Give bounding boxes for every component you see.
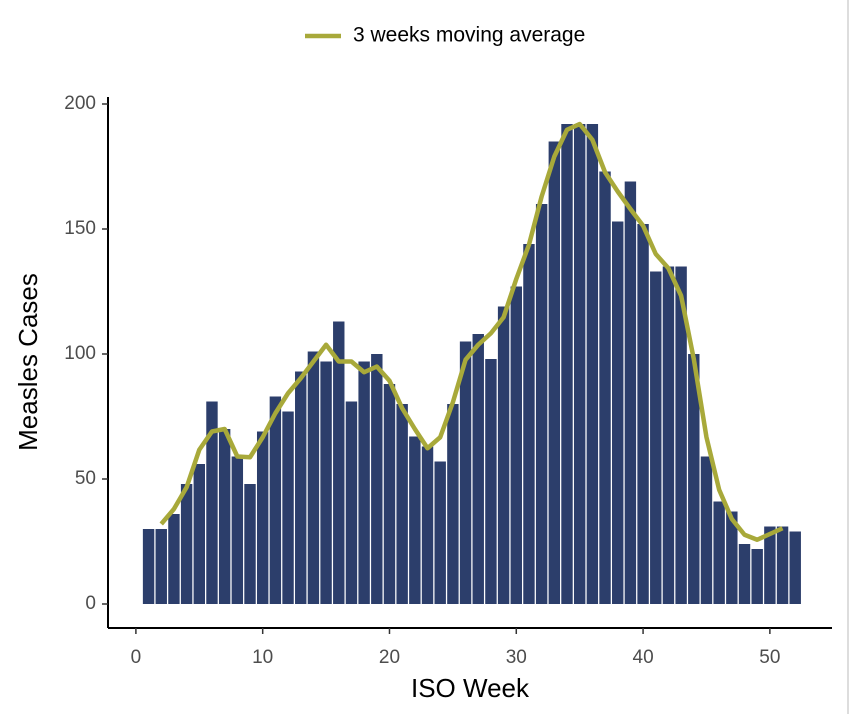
y-tick-label: 150 — [64, 218, 96, 239]
x-tick-label: 10 — [252, 647, 273, 668]
bar — [256, 431, 269, 604]
bar — [612, 221, 624, 604]
bar — [180, 484, 193, 604]
bar — [142, 529, 155, 604]
bar — [218, 429, 231, 604]
bar — [396, 404, 408, 604]
y-tick-label: 0 — [85, 593, 96, 614]
moving-average-line — [159, 121, 784, 542]
bar — [700, 456, 713, 604]
bar — [738, 544, 751, 604]
bar — [307, 351, 320, 604]
bar — [485, 359, 497, 604]
y-tick-label: 100 — [64, 343, 96, 364]
bar — [193, 464, 205, 604]
bar — [168, 514, 180, 604]
bar — [675, 266, 687, 604]
bar — [371, 354, 383, 604]
bar — [751, 549, 763, 604]
bar — [535, 204, 548, 604]
bar — [472, 334, 484, 604]
bar — [726, 511, 738, 604]
bar — [447, 404, 459, 604]
bar — [548, 141, 561, 604]
x-axis-title: ISO Week — [411, 673, 530, 703]
bar — [764, 526, 776, 604]
bar — [650, 271, 662, 604]
bar — [599, 171, 611, 604]
y-tick-label: 50 — [75, 468, 96, 489]
bar — [586, 124, 599, 604]
bar — [662, 266, 675, 604]
bar — [459, 341, 472, 604]
x-tick-label: 0 — [131, 647, 142, 668]
bar — [155, 529, 167, 604]
bar — [497, 306, 510, 604]
bar — [624, 181, 637, 604]
bar — [206, 401, 218, 604]
bar — [333, 321, 345, 604]
bar — [523, 244, 535, 604]
bar — [434, 461, 446, 604]
bar — [320, 361, 332, 604]
y-axis-title: Measles Cases — [13, 273, 43, 451]
bar — [637, 224, 649, 604]
bar — [295, 371, 307, 604]
legend-label: 3 weeks moving average — [353, 24, 585, 47]
bar — [789, 531, 801, 604]
x-tick-label: 40 — [633, 647, 654, 668]
bar — [688, 354, 700, 604]
bar — [383, 384, 396, 604]
bar — [409, 436, 421, 604]
bar — [713, 501, 725, 604]
bar — [421, 446, 434, 604]
bar — [776, 526, 789, 604]
bar — [345, 401, 358, 604]
bar — [573, 124, 586, 604]
bar — [282, 411, 294, 604]
x-tick-label: 20 — [379, 647, 400, 668]
bar — [269, 396, 282, 604]
x-tick-label: 30 — [506, 647, 527, 668]
bar — [231, 456, 244, 604]
bar — [244, 484, 256, 604]
bar — [510, 286, 522, 604]
y-tick-label: 200 — [64, 93, 96, 114]
x-tick-label: 50 — [759, 647, 780, 668]
bar — [358, 361, 370, 604]
bar — [561, 124, 573, 604]
